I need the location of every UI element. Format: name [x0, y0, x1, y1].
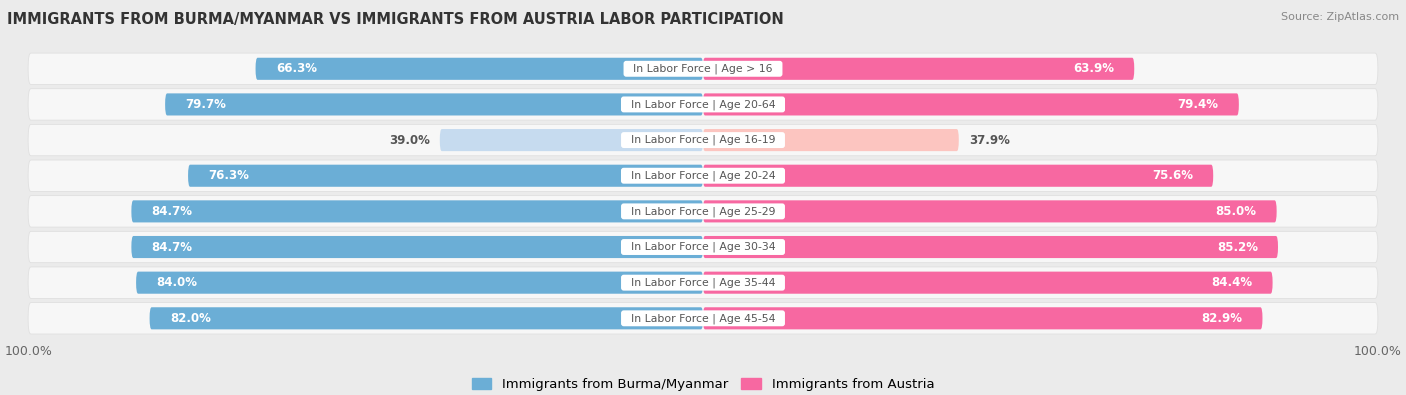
FancyBboxPatch shape	[703, 93, 1239, 115]
FancyBboxPatch shape	[703, 236, 1278, 258]
Text: 84.7%: 84.7%	[152, 241, 193, 254]
Text: In Labor Force | Age 25-29: In Labor Force | Age 25-29	[624, 206, 782, 216]
Text: 63.9%: 63.9%	[1073, 62, 1114, 75]
FancyBboxPatch shape	[703, 58, 1135, 80]
Text: 37.9%: 37.9%	[969, 134, 1010, 147]
Text: 76.3%: 76.3%	[208, 169, 249, 182]
Text: In Labor Force | Age > 16: In Labor Force | Age > 16	[626, 64, 780, 74]
Text: Source: ZipAtlas.com: Source: ZipAtlas.com	[1281, 12, 1399, 22]
FancyBboxPatch shape	[28, 267, 1378, 298]
FancyBboxPatch shape	[28, 231, 1378, 263]
Text: 82.9%: 82.9%	[1201, 312, 1243, 325]
FancyBboxPatch shape	[131, 200, 703, 222]
Text: In Labor Force | Age 35-44: In Labor Force | Age 35-44	[624, 277, 782, 288]
FancyBboxPatch shape	[703, 129, 959, 151]
Text: 39.0%: 39.0%	[389, 134, 430, 147]
Text: In Labor Force | Age 20-64: In Labor Force | Age 20-64	[624, 99, 782, 110]
Text: 84.0%: 84.0%	[156, 276, 197, 289]
FancyBboxPatch shape	[131, 236, 703, 258]
FancyBboxPatch shape	[28, 53, 1378, 85]
FancyBboxPatch shape	[28, 89, 1378, 120]
Text: In Labor Force | Age 30-34: In Labor Force | Age 30-34	[624, 242, 782, 252]
Text: 84.4%: 84.4%	[1211, 276, 1253, 289]
FancyBboxPatch shape	[149, 307, 703, 329]
FancyBboxPatch shape	[28, 196, 1378, 227]
FancyBboxPatch shape	[440, 129, 703, 151]
Text: 85.2%: 85.2%	[1216, 241, 1258, 254]
Text: 85.0%: 85.0%	[1215, 205, 1257, 218]
Text: IMMIGRANTS FROM BURMA/MYANMAR VS IMMIGRANTS FROM AUSTRIA LABOR PARTICIPATION: IMMIGRANTS FROM BURMA/MYANMAR VS IMMIGRA…	[7, 12, 783, 27]
Text: 82.0%: 82.0%	[170, 312, 211, 325]
Text: In Labor Force | Age 45-54: In Labor Force | Age 45-54	[624, 313, 782, 324]
FancyBboxPatch shape	[165, 93, 703, 115]
FancyBboxPatch shape	[28, 303, 1378, 334]
Text: 79.4%: 79.4%	[1178, 98, 1219, 111]
Text: 79.7%: 79.7%	[186, 98, 226, 111]
Text: In Labor Force | Age 20-24: In Labor Force | Age 20-24	[624, 171, 782, 181]
Text: In Labor Force | Age 16-19: In Labor Force | Age 16-19	[624, 135, 782, 145]
FancyBboxPatch shape	[136, 272, 703, 294]
FancyBboxPatch shape	[703, 272, 1272, 294]
FancyBboxPatch shape	[188, 165, 703, 187]
Text: 75.6%: 75.6%	[1152, 169, 1192, 182]
FancyBboxPatch shape	[703, 307, 1263, 329]
Text: 84.7%: 84.7%	[152, 205, 193, 218]
FancyBboxPatch shape	[28, 124, 1378, 156]
FancyBboxPatch shape	[703, 165, 1213, 187]
FancyBboxPatch shape	[256, 58, 703, 80]
FancyBboxPatch shape	[703, 200, 1277, 222]
FancyBboxPatch shape	[28, 160, 1378, 192]
Text: 66.3%: 66.3%	[276, 62, 316, 75]
Legend: Immigrants from Burma/Myanmar, Immigrants from Austria: Immigrants from Burma/Myanmar, Immigrant…	[465, 371, 941, 395]
